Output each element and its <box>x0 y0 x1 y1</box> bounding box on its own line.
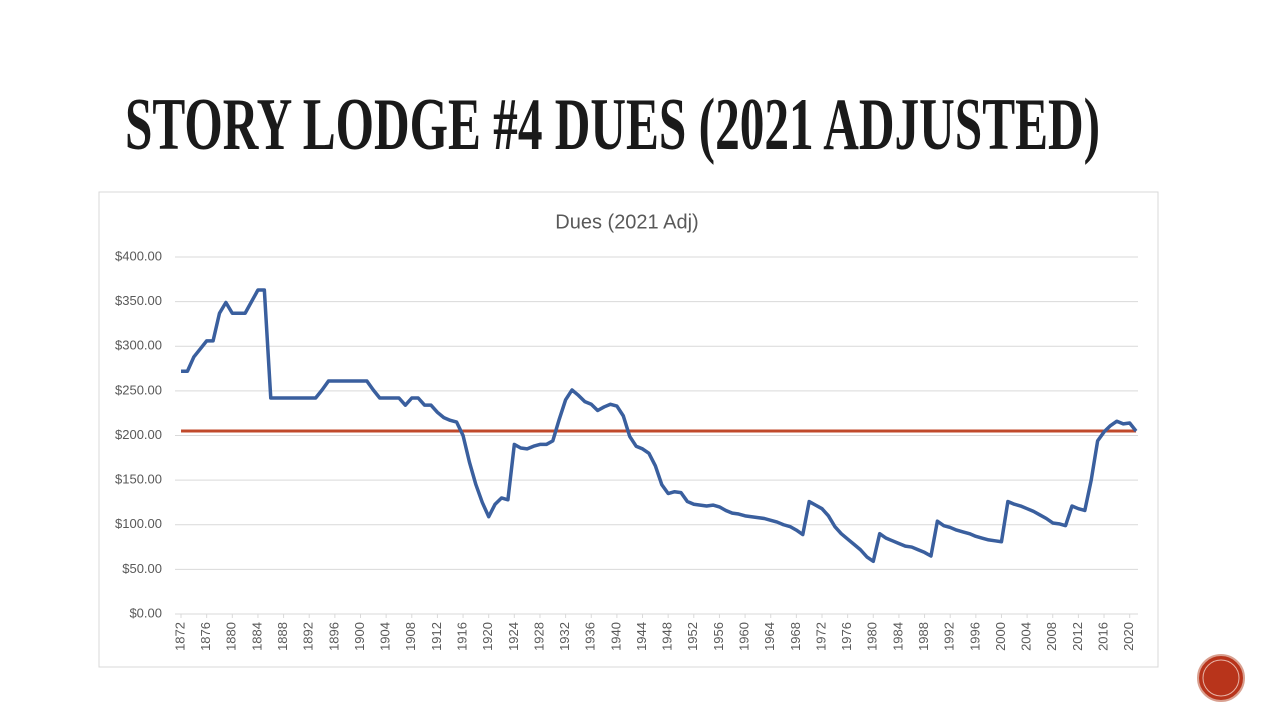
y-tick-label: $200.00 <box>115 427 162 442</box>
x-tick-label: 1976 <box>839 622 854 651</box>
y-tick-label: $150.00 <box>115 472 162 487</box>
slide-button-ring <box>1202 659 1240 697</box>
x-tick-label: 2012 <box>1070 622 1085 651</box>
x-tick-label: 1912 <box>429 622 444 651</box>
y-tick-label: $350.00 <box>115 293 162 308</box>
x-tick-label: 2004 <box>1019 622 1034 651</box>
x-tick-label: 1876 <box>198 622 213 651</box>
y-tick-label: $100.00 <box>115 516 162 531</box>
x-tick-label: 2008 <box>1044 622 1059 651</box>
x-tick-label: 1940 <box>608 622 623 651</box>
y-tick-label: $0.00 <box>129 605 162 620</box>
x-tick-label: 1884 <box>249 622 264 651</box>
x-tick-label: 1892 <box>301 622 316 651</box>
x-tick-label: 1880 <box>224 622 239 651</box>
x-tick-label: 1900 <box>352 622 367 651</box>
x-tick-label: 1952 <box>685 622 700 651</box>
x-tick-label: 1920 <box>480 622 495 651</box>
x-tick-label: 1932 <box>557 622 572 651</box>
x-tick-label: 1904 <box>378 622 393 651</box>
x-tick-label: 1944 <box>634 622 649 651</box>
x-tick-label: 1936 <box>583 622 598 651</box>
y-tick-label: $50.00 <box>122 561 162 576</box>
y-tick-label: $400.00 <box>115 248 162 263</box>
x-tick-label: 1996 <box>967 622 982 651</box>
x-tick-label: 1968 <box>788 622 803 651</box>
x-tick-label: 1992 <box>942 622 957 651</box>
x-tick-label: 2020 <box>1121 622 1136 651</box>
x-tick-label: 1948 <box>660 622 675 651</box>
x-tick-label: 1928 <box>531 622 546 651</box>
x-tick-label: 1984 <box>890 622 905 651</box>
data-line <box>181 288 1138 564</box>
x-tick-label: 1896 <box>326 622 341 651</box>
x-tick-label: 2016 <box>1095 622 1110 651</box>
x-tick-label: 1980 <box>865 622 880 651</box>
x-tick-label: 1960 <box>737 622 752 651</box>
x-tick-label: 1964 <box>762 622 777 651</box>
slide-button[interactable] <box>1197 654 1245 702</box>
x-tick-label: 1988 <box>916 622 931 651</box>
x-tick-label: 1916 <box>454 622 469 651</box>
x-tick-label: 1956 <box>711 622 726 651</box>
slide-title: STORY LODGE #4 DUES (2021 ADJUSTED) <box>125 84 1100 166</box>
x-tick-label: 1972 <box>813 622 828 651</box>
y-tick-label: $250.00 <box>115 382 162 397</box>
x-tick-label: 1908 <box>403 622 418 651</box>
x-tick-label: 1872 <box>172 622 187 651</box>
x-tick-label: 1888 <box>275 622 290 651</box>
x-tick-label: 1924 <box>506 622 521 651</box>
x-tick-label: 2000 <box>993 622 1008 651</box>
chart-title: Dues (2021 Adj) <box>555 211 698 233</box>
y-tick-label: $300.00 <box>115 338 162 353</box>
